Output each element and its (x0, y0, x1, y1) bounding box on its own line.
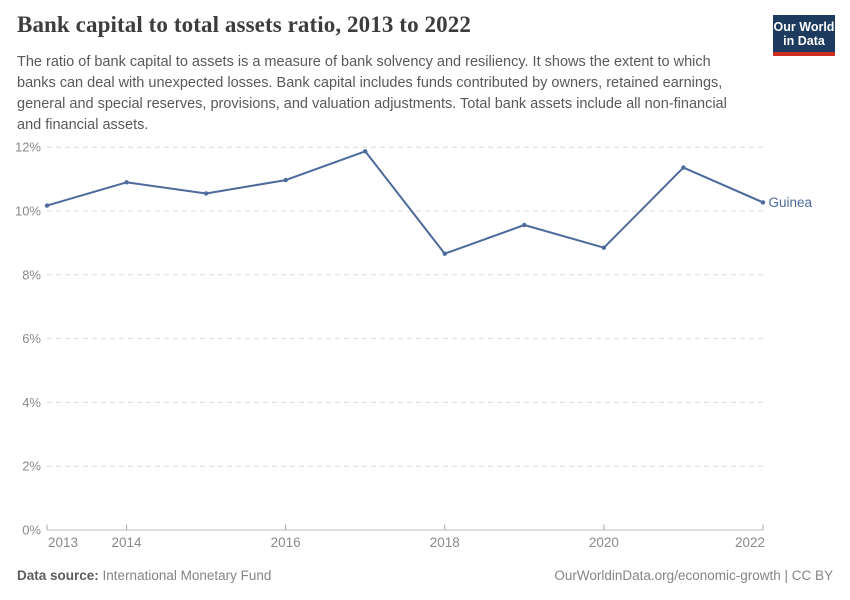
data-source: Data source: International Monetary Fund (17, 568, 271, 583)
series-line-guinea[interactable] (46, 150, 764, 255)
data-point-guinea-2016[interactable] (283, 177, 288, 183)
series-end-label-guinea[interactable]: Guinea (769, 195, 813, 210)
owid-logo[interactable]: Our World in Data (773, 15, 835, 56)
data-point-guinea-2020[interactable] (601, 245, 607, 250)
data-point-guinea-2015[interactable] (203, 191, 209, 196)
y-tick-label-12%: 12% (15, 140, 41, 155)
y-tick-label-6%: 6% (22, 331, 41, 346)
x-tick-label-2016: 2016 (271, 535, 301, 550)
data-point-guinea-2019[interactable] (522, 222, 527, 228)
x-tick-label-2018: 2018 (430, 535, 460, 550)
data-point-guinea-2013[interactable] (44, 203, 50, 208)
x-tick-label-2013: 2013 (48, 535, 78, 550)
x-tick-label-2022: 2022 (735, 535, 765, 550)
y-tick-label-10%: 10% (15, 204, 41, 219)
data-point-guinea-2018[interactable] (442, 251, 447, 256)
y-tick-label-8%: 8% (22, 267, 41, 282)
x-tick-label-2014: 2014 (112, 535, 143, 550)
data-point-guinea-2022[interactable] (760, 200, 766, 205)
data-point-guinea-2014[interactable] (124, 180, 129, 185)
data-source-value: International Monetary Fund (102, 568, 272, 583)
credit-link[interactable]: OurWorldinData.org/economic-growth | CC … (554, 568, 833, 583)
data-point-guinea-2017[interactable] (363, 149, 368, 154)
y-tick-label-2%: 2% (22, 459, 41, 474)
chart-footer: Data source: International Monetary Fund… (17, 568, 833, 583)
chart-title: Bank capital to total assets ratio, 2013… (17, 12, 471, 37)
x-tick-label-2020: 2020 (589, 535, 619, 550)
y-tick-label-4%: 4% (22, 395, 41, 410)
owid-logo-line2: in Data (783, 34, 825, 48)
chart-subtitle: The ratio of bank capital to assets is a… (17, 54, 727, 133)
y-tick-label-0%: 0% (22, 523, 41, 538)
owid-logo-line1: Our World (773, 20, 835, 34)
data-source-label: Data source: (17, 568, 99, 583)
data-point-guinea-2021[interactable] (681, 165, 686, 170)
